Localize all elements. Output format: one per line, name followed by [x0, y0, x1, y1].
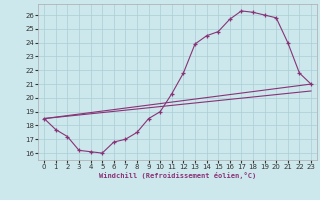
X-axis label: Windchill (Refroidissement éolien,°C): Windchill (Refroidissement éolien,°C)	[99, 172, 256, 179]
